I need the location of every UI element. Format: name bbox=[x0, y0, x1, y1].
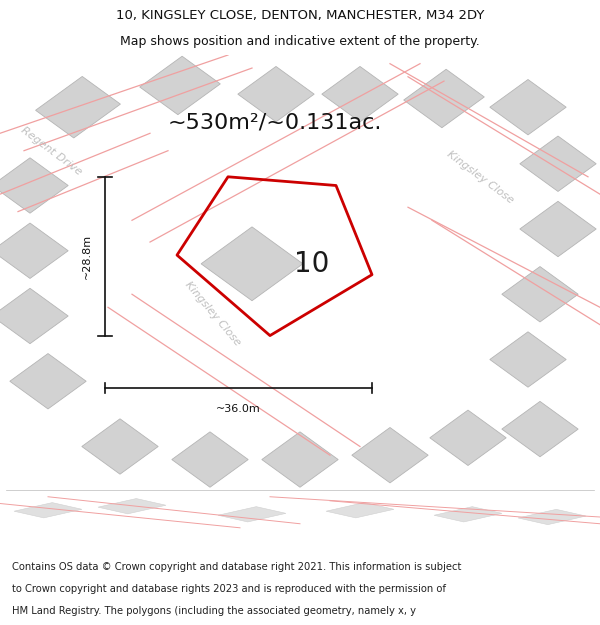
Polygon shape bbox=[262, 432, 338, 488]
Text: 10, KINGSLEY CLOSE, DENTON, MANCHESTER, M34 2DY: 10, KINGSLEY CLOSE, DENTON, MANCHESTER, … bbox=[116, 9, 484, 22]
Polygon shape bbox=[322, 66, 398, 122]
Polygon shape bbox=[14, 503, 82, 518]
Polygon shape bbox=[0, 158, 68, 213]
Text: HM Land Registry. The polygons (including the associated geometry, namely x, y: HM Land Registry. The polygons (includin… bbox=[12, 606, 416, 616]
Text: to Crown copyright and database rights 2023 and is reproduced with the permissio: to Crown copyright and database rights 2… bbox=[12, 584, 446, 594]
Polygon shape bbox=[10, 354, 86, 409]
Text: Map shows position and indicative extent of the property.: Map shows position and indicative extent… bbox=[120, 35, 480, 48]
Polygon shape bbox=[502, 401, 578, 457]
Text: 10: 10 bbox=[295, 250, 329, 278]
Polygon shape bbox=[490, 332, 566, 387]
Polygon shape bbox=[502, 267, 578, 322]
Polygon shape bbox=[35, 76, 121, 138]
Polygon shape bbox=[434, 507, 502, 522]
Polygon shape bbox=[326, 503, 394, 518]
Polygon shape bbox=[218, 507, 286, 522]
Polygon shape bbox=[0, 288, 68, 344]
Polygon shape bbox=[430, 410, 506, 466]
Polygon shape bbox=[201, 227, 303, 301]
Text: Kingsley Close: Kingsley Close bbox=[445, 149, 515, 205]
Text: ~530m²/~0.131ac.: ~530m²/~0.131ac. bbox=[168, 112, 382, 132]
Polygon shape bbox=[140, 56, 220, 114]
Text: ~28.8m: ~28.8m bbox=[82, 234, 92, 279]
Text: ~36.0m: ~36.0m bbox=[216, 404, 261, 414]
Polygon shape bbox=[520, 201, 596, 257]
Polygon shape bbox=[404, 69, 484, 128]
Text: Regent Drive: Regent Drive bbox=[19, 124, 83, 177]
Polygon shape bbox=[98, 499, 166, 514]
Polygon shape bbox=[0, 223, 68, 278]
Polygon shape bbox=[518, 509, 586, 524]
Text: Kingsley Close: Kingsley Close bbox=[183, 280, 243, 348]
Polygon shape bbox=[82, 419, 158, 474]
Polygon shape bbox=[352, 428, 428, 483]
Polygon shape bbox=[172, 432, 248, 488]
Text: Contains OS data © Crown copyright and database right 2021. This information is : Contains OS data © Crown copyright and d… bbox=[12, 561, 461, 571]
Polygon shape bbox=[238, 66, 314, 122]
Polygon shape bbox=[490, 79, 566, 135]
Polygon shape bbox=[520, 136, 596, 191]
